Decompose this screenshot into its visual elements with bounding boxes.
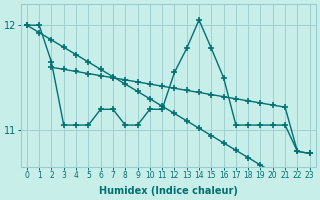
X-axis label: Humidex (Indice chaleur): Humidex (Indice chaleur) bbox=[99, 186, 238, 196]
